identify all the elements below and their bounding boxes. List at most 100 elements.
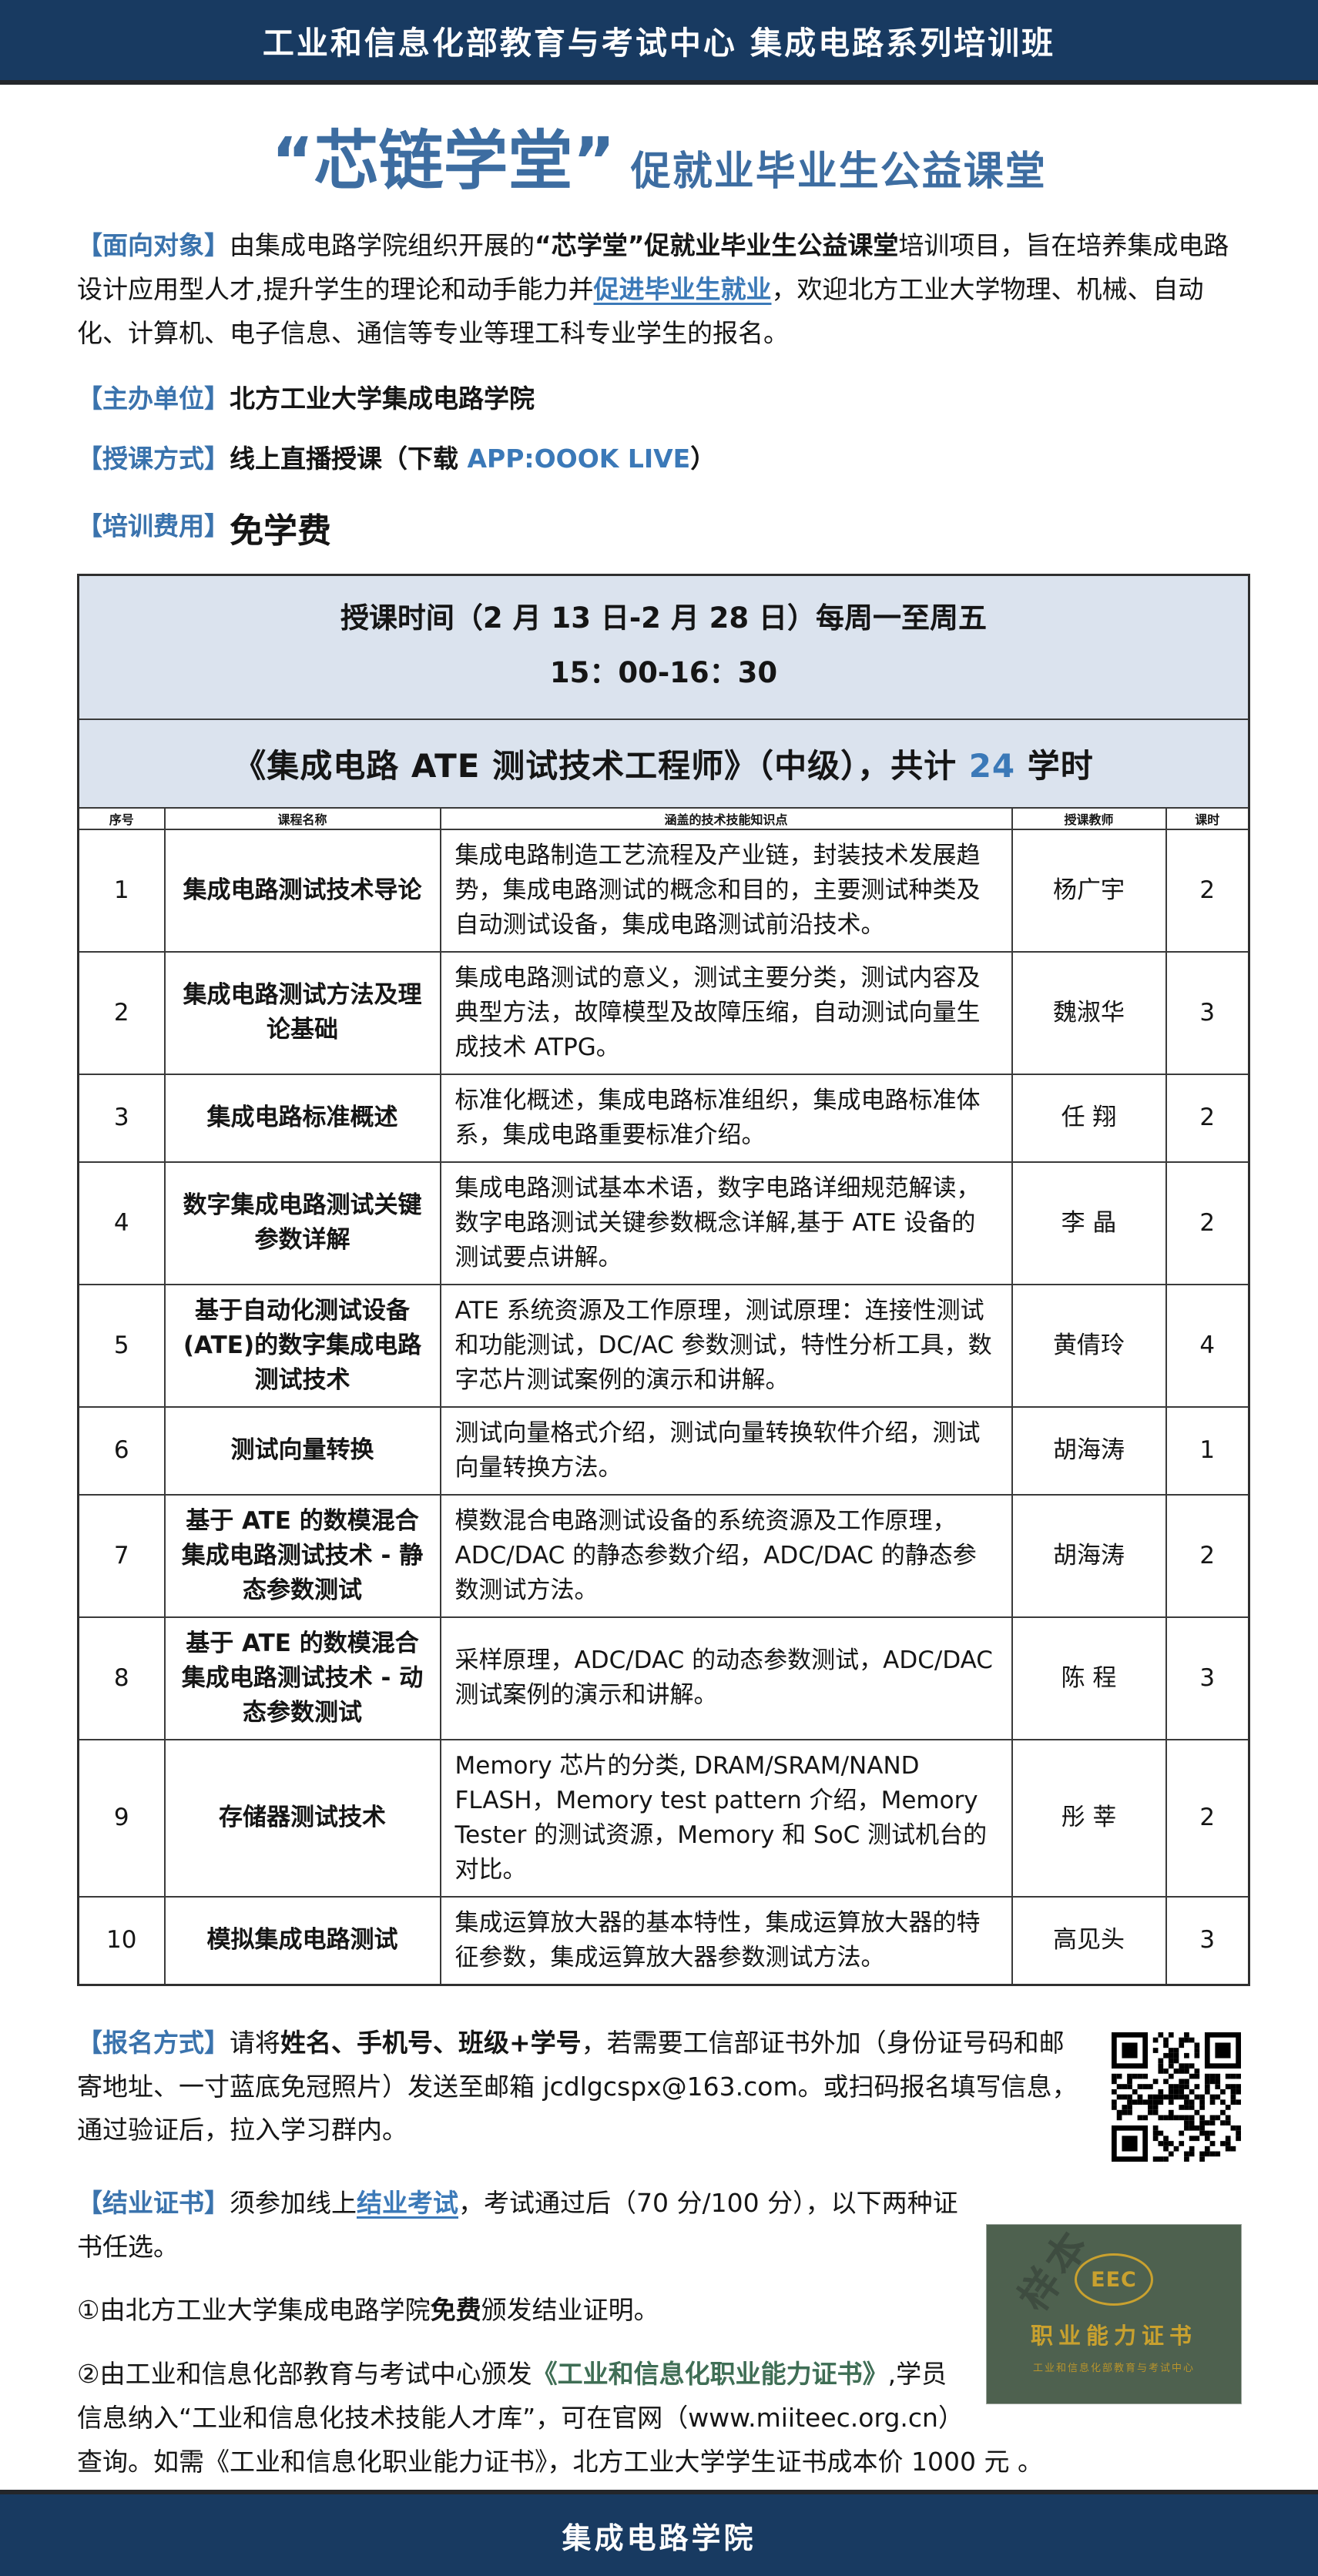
schedule-line1: 授课时间（2 月 13 日-2 月 28 日）每周一至周五 bbox=[340, 601, 988, 635]
organizer-label: 【主办单位】 bbox=[77, 384, 230, 414]
row-teacher: 高见头 bbox=[1011, 1895, 1167, 1986]
row-no: 4 bbox=[77, 1161, 166, 1285]
row-teacher: 魏淑华 bbox=[1011, 950, 1167, 1075]
certificate-text-post: ，考试通过后（70 分/100 分），以下两种证书任选。 bbox=[77, 2187, 958, 2262]
fee-line: 【培训费用】免学费 bbox=[77, 503, 1241, 552]
row-no: 5 bbox=[77, 1283, 166, 1408]
table-row: 8 基于 ATE 的数模混合集成电路测试技术 - 动态参数测试 采样原理，ADC… bbox=[77, 1616, 1250, 1740]
row-teacher: 胡海涛 bbox=[1011, 1405, 1167, 1496]
content-area: 【面向对象】由集成电路学院组织开展的“芯学堂”促就业毕业生公益课堂培训项目，旨在… bbox=[0, 204, 1318, 2490]
bottom-banner-title: 集成电路学院 bbox=[562, 2521, 756, 2555]
row-course-desc: ATE 系统资源及工作原理，测试原理：连接性测试和功能测试，DC/AC 参数测试… bbox=[439, 1283, 1013, 1408]
row-course-desc: 标准化概述，集成电路标准组织，集成电路标准体系，集成电路重要标准介绍。 bbox=[439, 1073, 1013, 1163]
row-no: 1 bbox=[77, 828, 166, 953]
row-no: 3 bbox=[77, 1073, 166, 1163]
method-value-pre: 线上直播授课（下载 bbox=[230, 444, 468, 474]
method-label: 【授课方式】 bbox=[77, 444, 230, 474]
table-header-row: 序号 课程名称 涵盖的技术技能知识点 授课教师 课时 bbox=[77, 806, 1250, 830]
row-teacher: 任 翔 bbox=[1011, 1073, 1167, 1163]
row-hours: 2 bbox=[1165, 1738, 1250, 1898]
row-course-name: 集成电路标准概述 bbox=[163, 1073, 441, 1163]
row-teacher: 黄倩玲 bbox=[1011, 1283, 1167, 1408]
signup-label: 【报名方式】 bbox=[77, 2027, 230, 2058]
option2-cert-name: 《工业和信息化职业能力证书》 bbox=[532, 2359, 888, 2390]
audience-paragraph: 【面向对象】由集成电路学院组织开展的“芯学堂”促就业毕业生公益课堂培训项目，旨在… bbox=[77, 224, 1241, 355]
row-course-desc: 集成电路制造工艺流程及产业链，封装技术发展趋势，集成电路测试的概念和目的，主要测… bbox=[439, 828, 1013, 953]
row-course-name: 集成电路测试技术导论 bbox=[163, 828, 441, 953]
option1-free-bold: 免费 bbox=[430, 2295, 481, 2326]
fee-label: 【培训费用】 bbox=[77, 511, 230, 541]
audience-label: 【面向对象】 bbox=[77, 230, 230, 260]
option2-pre: ②由工业和信息化部教育与考试中心颁发 bbox=[77, 2359, 532, 2390]
row-course-name: 存储器测试技术 bbox=[163, 1738, 441, 1898]
row-hours: 1 bbox=[1165, 1405, 1250, 1496]
hero-title: “芯链学堂” 促就业毕业生公益课堂 bbox=[0, 125, 1318, 196]
certificate-sample-image: 样本 EEC 职业能力证书 工业和信息化部教育与考试中心 bbox=[987, 2224, 1241, 2403]
course-table: 授课时间（2 月 13 日-2 月 28 日）每周一至周五 15：00-16：3… bbox=[77, 574, 1251, 1986]
row-teacher: 李 晶 bbox=[1011, 1161, 1167, 1285]
signup-text-pre: 请将 bbox=[230, 2027, 280, 2058]
hero-main-title: “芯链学堂” bbox=[271, 122, 615, 199]
certificate-section: 样本 EEC 职业能力证书 工业和信息化部教育与考试中心 【结业证书】须参加线上… bbox=[77, 2182, 1241, 2491]
top-banner: 工业和信息化部教育与考试中心 集成电路系列培训班 bbox=[0, 0, 1318, 85]
bottom-banner: 集成电路学院 bbox=[0, 2490, 1318, 2576]
row-hours: 3 bbox=[1165, 950, 1250, 1075]
table-row: 10 模拟集成电路测试 集成运算放大器的基本特性，集成运算放大器的特征参数，集成… bbox=[77, 1895, 1250, 1986]
signup-text-post: ，若需要工信部证书外加（身份证号码和邮寄地址、一寸蓝底免冠照片）发送至邮箱 jc… bbox=[77, 2027, 1078, 2146]
table-row: 4 数字集成电路测试关键参数详解 集成电路测试基本术语，数字电路详细规范解读，数… bbox=[77, 1161, 1250, 1285]
schedule-band-row: 授课时间（2 月 13 日-2 月 28 日）每周一至周五 15：00-16：3… bbox=[77, 574, 1250, 720]
row-teacher: 彤 莘 bbox=[1011, 1738, 1167, 1898]
option1-pre: ①由北方工业大学集成电路学院 bbox=[77, 2295, 431, 2326]
audience-employment-link: 促进毕业生就业 bbox=[593, 273, 772, 304]
row-teacher: 陈 程 bbox=[1011, 1616, 1167, 1740]
row-course-desc: 集成运算放大器的基本特性，集成运算放大器的特征参数，集成运算放大器参数测试方法。 bbox=[439, 1895, 1013, 1986]
row-no: 8 bbox=[77, 1616, 166, 1740]
certificate-paragraph: 【结业证书】须参加线上结业考试，考试通过后（70 分/100 分），以下两种证书… bbox=[77, 2182, 1241, 2269]
row-course-name: 基于 ATE 的数模混合集成电路测试技术 - 静态参数测试 bbox=[163, 1493, 441, 1618]
row-course-name: 测试向量转换 bbox=[163, 1405, 441, 1496]
row-course-name: 基于 ATE 的数模混合集成电路测试技术 - 动态参数测试 bbox=[163, 1616, 441, 1740]
certificate-label: 【结业证书】 bbox=[77, 2187, 230, 2218]
row-no: 9 bbox=[77, 1738, 166, 1898]
table-row: 3 集成电路标准概述 标准化概述，集成电路标准组织，集成电路标准体系，集成电路重… bbox=[77, 1073, 1250, 1163]
row-course-desc: 采样原理，ADC/DAC 的动态参数测试，ADC/DAC 测试案例的演示和讲解。 bbox=[439, 1616, 1013, 1740]
schedule-line2: 15：00-16：30 bbox=[549, 655, 778, 689]
row-hours: 4 bbox=[1165, 1283, 1250, 1408]
table-row: 5 基于自动化测试设备(ATE)的数字集成电路测试技术 ATE 系统资源及工作原… bbox=[77, 1283, 1250, 1408]
row-hours: 2 bbox=[1165, 1493, 1250, 1618]
table-row: 9 存储器测试技术 Memory 芯片的分类, DRAM/SRAM/NAND F… bbox=[77, 1738, 1250, 1898]
signup-paragraph: 【报名方式】请将姓名、手机号、班级+学号，若需要工信部证书外加（身份证号码和邮寄… bbox=[77, 2022, 1085, 2152]
col-header-name: 课程名称 bbox=[163, 806, 441, 830]
row-hours: 3 bbox=[1165, 1616, 1250, 1740]
audience-text-post: ，欢迎北方工业大学物理、机械、自动化、计算机、电子信息、通信等专业等理工科专业学… bbox=[77, 273, 1204, 348]
row-no: 10 bbox=[77, 1895, 166, 1986]
row-hours: 2 bbox=[1165, 1073, 1250, 1163]
col-header-no: 序号 bbox=[77, 806, 166, 830]
row-course-name: 数字集成电路测试关键参数详解 bbox=[163, 1161, 441, 1285]
course-title-band-row: 《集成电路 ATE 测试技术工程师》（中级），共计 24 学时 bbox=[77, 718, 1250, 809]
method-line: 【授课方式】线上直播授课（下载 APP:OOOK LIVE） bbox=[77, 438, 1241, 475]
row-hours: 3 bbox=[1165, 1895, 1250, 1986]
table-row: 7 基于 ATE 的数模混合集成电路测试技术 - 静态参数测试 模数混合电路测试… bbox=[77, 1493, 1250, 1618]
fee-value: 免学费 bbox=[230, 511, 331, 551]
row-course-name: 模拟集成电路测试 bbox=[163, 1895, 441, 1986]
method-app-name: APP:OOOK LIVE bbox=[467, 444, 691, 474]
organizer-value: 北方工业大学集成电路学院 bbox=[230, 384, 535, 414]
row-no: 7 bbox=[77, 1493, 166, 1618]
certificate-text-pre: 须参加线上 bbox=[230, 2187, 357, 2218]
row-hours: 2 bbox=[1165, 828, 1250, 953]
col-header-desc: 涵盖的技术技能知识点 bbox=[439, 806, 1013, 830]
signup-section: 【报名方式】请将姓名、手机号、班级+学号，若需要工信部证书外加（身份证号码和邮寄… bbox=[77, 2022, 1241, 2162]
table-row: 2 集成电路测试方法及理论基础 集成电路测试的意义，测试主要分类，测试内容及典型… bbox=[77, 950, 1250, 1075]
col-header-teacher: 授课教师 bbox=[1011, 806, 1167, 830]
course-title-pre: 《集成电路 ATE 测试技术工程师》（中级），共计 bbox=[233, 746, 969, 785]
method-value-post: ） bbox=[690, 444, 716, 474]
table-row: 6 测试向量转换 测试向量格式介绍，测试向量转换软件介绍，测试向量转换方法。 胡… bbox=[77, 1405, 1250, 1496]
course-title-hours: 24 bbox=[968, 746, 1016, 785]
audience-text-bold: “芯学堂”促就业毕业生公益课堂 bbox=[535, 230, 899, 260]
hero-subtitle: 促就业毕业生公益课堂 bbox=[630, 149, 1047, 195]
certificate-image-title: 职业能力证书 bbox=[1030, 2323, 1197, 2350]
row-hours: 2 bbox=[1165, 1161, 1250, 1285]
row-teacher: 胡海涛 bbox=[1011, 1493, 1167, 1618]
